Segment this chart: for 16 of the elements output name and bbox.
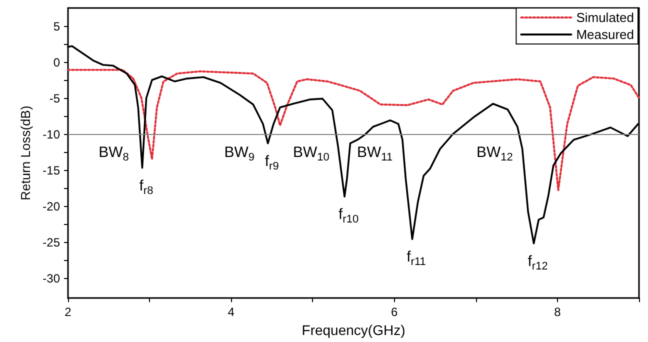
x-tick-label: 8 xyxy=(554,305,562,320)
x-axis-title: Frequency(GHz) xyxy=(302,322,406,338)
x-tick-label: 6 xyxy=(390,305,398,320)
x-tick-label: 2 xyxy=(64,305,72,320)
y-tick-label: -5 xyxy=(49,92,60,106)
y-tick-label: 0 xyxy=(53,56,60,70)
legend-label: Simulated xyxy=(576,10,634,25)
x-tick-label: 4 xyxy=(228,305,235,320)
y-tick-label: -30 xyxy=(42,272,60,286)
y-tick-label: -25 xyxy=(42,236,60,250)
y-tick-label: -10 xyxy=(42,128,60,142)
y-tick-label: -15 xyxy=(42,164,60,178)
y-axis-title: Return Loss(dB) xyxy=(18,106,33,200)
y-tick-label: 5 xyxy=(53,20,60,34)
y-tick-label: -20 xyxy=(42,200,60,214)
legend-label: Measured xyxy=(576,27,634,42)
